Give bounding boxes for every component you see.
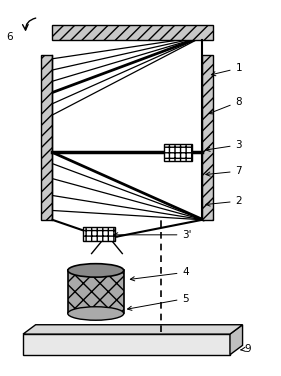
Bar (53, 25, 213, 40)
Bar (23, 334, 230, 355)
Text: 3: 3 (206, 140, 242, 152)
Bar (202, 55, 213, 220)
Ellipse shape (68, 264, 124, 277)
Ellipse shape (68, 307, 124, 320)
Text: 8: 8 (209, 97, 242, 114)
Text: 6: 6 (6, 32, 13, 42)
Bar (164, 144, 192, 161)
Bar (41, 55, 53, 220)
Polygon shape (230, 325, 243, 355)
Polygon shape (23, 325, 243, 334)
Text: 9: 9 (241, 344, 251, 354)
Text: 7: 7 (206, 166, 242, 176)
Text: 3': 3' (114, 230, 192, 240)
Text: 4: 4 (130, 267, 189, 281)
Text: 2: 2 (206, 196, 242, 206)
Bar (68, 270, 124, 314)
Bar (83, 227, 115, 241)
Text: 5: 5 (128, 294, 189, 310)
Text: 1: 1 (211, 63, 242, 76)
